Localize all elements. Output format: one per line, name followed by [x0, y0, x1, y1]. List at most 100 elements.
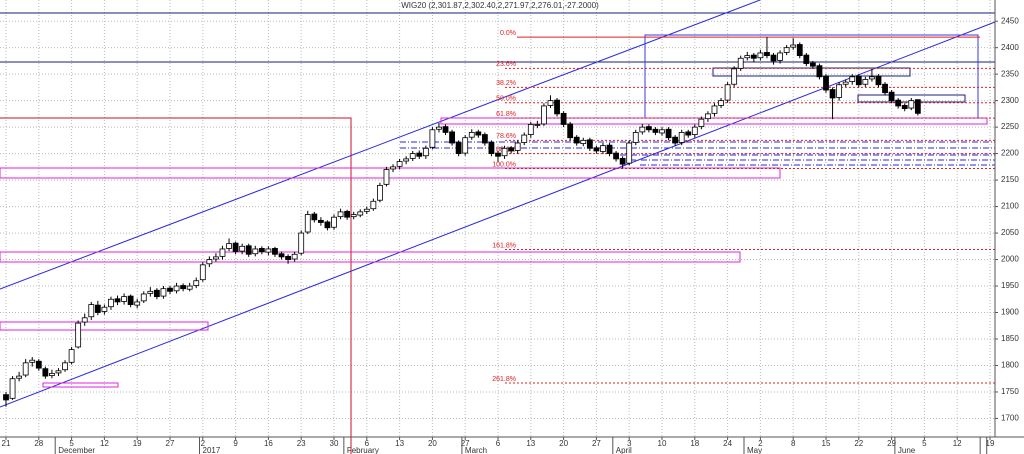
candle-body: [350, 214, 357, 218]
candle-body: [455, 142, 462, 155]
candle-body: [613, 152, 619, 160]
month-label: March: [465, 446, 487, 454]
candle-body: [468, 132, 475, 138]
candle-body: [416, 152, 423, 157]
candle-body: [764, 52, 770, 57]
x-tick-label: 12: [953, 439, 962, 448]
x-tick-label: 19: [986, 439, 995, 448]
candle-body: [882, 83, 888, 94]
x-tick-label: 20: [559, 439, 568, 448]
candle-body: [331, 216, 337, 228]
zone: [0, 321, 209, 331]
x-tick-label: 16: [264, 439, 273, 448]
x-tick-label: 2: [758, 439, 763, 448]
candle-body: [829, 89, 836, 99]
candle-body: [875, 75, 882, 86]
candle-body: [501, 147, 508, 157]
candle-body: [796, 44, 803, 57]
candle-body: [895, 99, 902, 107]
candle-body: [258, 248, 265, 253]
fib-label: 100.0%: [492, 161, 516, 168]
y-tick-label: 1800: [1001, 361, 1019, 370]
candle-body: [298, 232, 305, 254]
box: [712, 67, 911, 77]
candle-body: [750, 54, 757, 59]
candle-body: [645, 126, 652, 131]
month-label: May: [747, 446, 762, 454]
candle-body: [777, 52, 783, 61]
x-tick-label: 21: [2, 439, 11, 448]
candle-body: [311, 213, 318, 221]
candle-body: [855, 75, 862, 86]
x-tick-label: 27: [592, 439, 601, 448]
candle-body: [901, 105, 908, 109]
y-tick-label: 2350: [1001, 69, 1019, 78]
month-label: February: [347, 446, 379, 454]
candle-body: [22, 362, 29, 376]
candle-body: [803, 54, 810, 64]
candle-body: [160, 288, 167, 297]
candle-body: [744, 55, 751, 59]
candles: [3, 37, 921, 407]
candle-body: [678, 132, 685, 143]
candle-body: [534, 124, 541, 126]
candle-body: [121, 296, 127, 302]
x-tick-label: 20: [428, 439, 437, 448]
candle-body: [403, 158, 410, 162]
level-line: [0, 117, 352, 454]
x-tick-label: 18: [690, 439, 699, 448]
y-tick-label: 2050: [1001, 228, 1019, 237]
fibonacci: 0.0%23.6%38.2%50.0%61.8%78.6%88.6%100.0%…: [492, 30, 995, 384]
x-tick-label: 3: [627, 439, 632, 448]
candle-body: [554, 99, 560, 115]
x-tick-label: 15: [822, 439, 831, 448]
candle-body: [134, 301, 141, 306]
fib-label: 161.8%: [492, 242, 516, 249]
candle-body: [285, 255, 291, 260]
fib-label: 0.0%: [500, 30, 516, 37]
candle-body: [849, 76, 856, 82]
fib-label: 261.8%: [492, 376, 516, 383]
candle-body: [383, 169, 390, 185]
fib-label: 50.0%: [496, 96, 516, 103]
candle-body: [232, 242, 239, 253]
candle-body: [199, 264, 206, 281]
x-tick-label: 12: [100, 439, 109, 448]
candle-body: [94, 304, 101, 313]
candle-body: [672, 136, 679, 144]
candle-body: [101, 306, 108, 312]
candle-body: [291, 253, 298, 260]
candle-body: [632, 132, 639, 143]
candle-body: [357, 211, 364, 216]
channel-line: [0, 21, 996, 408]
y-tick-label: 2200: [1001, 149, 1019, 158]
fib-label: 61.8%: [496, 111, 516, 118]
candle-body: [731, 68, 738, 85]
month-label: December: [58, 446, 95, 454]
candle-body: [127, 295, 134, 305]
x-tick-label: 29: [887, 439, 896, 448]
x-tick-label: 10: [658, 439, 667, 448]
zone: [0, 167, 781, 179]
candle-body: [390, 166, 396, 170]
candle-body: [862, 79, 869, 85]
candle-body: [914, 99, 921, 114]
candle-body: [337, 211, 344, 218]
x-tick-label: 22: [854, 439, 863, 448]
candle-body: [836, 84, 843, 98]
channel-line: [0, 0, 761, 290]
candle-body: [49, 373, 55, 376]
chart-title: WIG20 (2,301.87,2,302.40,2,271.97,2,276.…: [401, 1, 599, 10]
candle-body: [790, 44, 797, 48]
candle-body: [823, 75, 829, 91]
month-label: April: [616, 446, 632, 454]
grid: [0, 0, 995, 437]
candle-body: [508, 147, 515, 152]
candle-body: [193, 280, 200, 286]
candle-body: [567, 123, 574, 139]
candle-body: [3, 394, 9, 401]
candle-body: [757, 52, 764, 59]
candle-body: [29, 359, 36, 363]
candle-body: [16, 375, 23, 379]
